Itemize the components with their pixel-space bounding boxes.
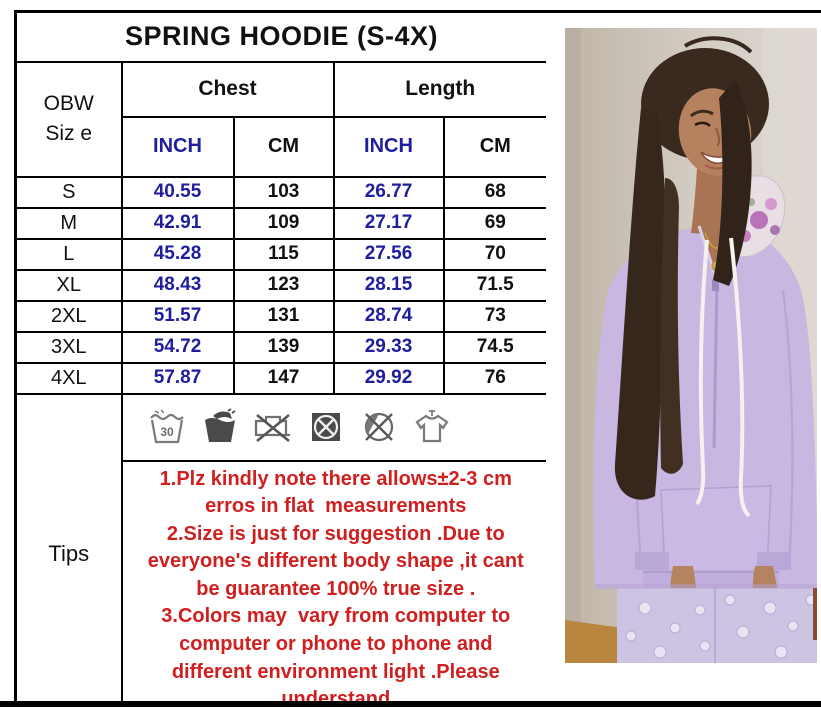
tip-line: be guarantee 100% true size . xyxy=(196,577,476,600)
chest-inch-value: 57.87 xyxy=(120,361,235,395)
drip-dry-icon xyxy=(414,410,449,443)
tips-text-cell: 1.Plz kindly note there allows±2-3 cm er… xyxy=(120,459,547,704)
table-row: L 45.28 115 27.56 70 xyxy=(14,237,546,271)
size-header-line2: Siz e xyxy=(45,122,93,145)
product-photo xyxy=(565,28,817,663)
chest-inch-value: 48.43 xyxy=(120,268,235,302)
chest-cm-value: 109 xyxy=(232,206,335,240)
tips-text: 1.Plz kindly note there allows±2-3 cm er… xyxy=(123,462,547,704)
length-inch-value: 26.77 xyxy=(332,175,445,209)
length-inch-value: 27.56 xyxy=(332,237,445,271)
tip-line: 2.Size is just for suggestion .Due to xyxy=(166,522,505,545)
length-cm-value: 74.5 xyxy=(442,330,546,364)
chest-inch-value: 40.55 xyxy=(120,175,235,209)
unit-header-row: INCH CM INCH CM xyxy=(16,115,546,178)
size-column-header: OBW Siz e xyxy=(14,60,123,178)
tips-text-row: 1.Plz kindly note there allows±2-3 cm er… xyxy=(16,459,547,704)
photo-panel xyxy=(549,13,821,701)
length-cm-value: 71.5 xyxy=(442,268,546,302)
chest-cm-value: 131 xyxy=(232,299,335,333)
tip-line: erros in flat measurements xyxy=(205,495,467,518)
svg-text:30: 30 xyxy=(160,425,174,439)
machine-wash-30-icon: 30 xyxy=(149,409,184,444)
bottom-border-line xyxy=(0,701,821,707)
page-title: SPRING HOODIE (S-4X) xyxy=(14,10,546,63)
chest-inch-value: 45.28 xyxy=(120,237,235,271)
do-not-iron-icon xyxy=(254,413,290,443)
group-header-row: OBW Siz e Chest Length xyxy=(14,60,546,178)
title-row: SPRING HOODIE (S-4X) xyxy=(14,10,546,63)
length-cm-value: 70 xyxy=(442,237,546,271)
length-cm-value: 76 xyxy=(442,361,546,395)
length-cm-value: 68 xyxy=(442,175,546,209)
tips-row-header: Tips xyxy=(14,392,123,703)
length-inch-value: 28.74 xyxy=(332,299,445,333)
table-row: 2XL 51.57 131 28.74 73 xyxy=(14,299,546,333)
size-label: M xyxy=(14,206,123,240)
length-header: Length xyxy=(332,60,546,118)
chest-inch-value: 42.91 xyxy=(120,206,235,240)
chest-inch-value: 51.57 xyxy=(120,299,235,333)
tip-line: computer or phone to phone and xyxy=(179,633,493,656)
size-header-line1: OBW xyxy=(43,91,94,115)
length-inch-value: 29.33 xyxy=(332,330,445,364)
size-label: 2XL xyxy=(14,299,123,333)
size-label: S xyxy=(14,175,123,209)
care-icons-row: Tips 30 xyxy=(14,392,547,703)
table-row: M 42.91 109 27.17 69 xyxy=(14,206,546,240)
length-inch-value: 27.17 xyxy=(332,206,445,240)
length-cm-value: 73 xyxy=(442,299,546,333)
size-table-wrap: SPRING HOODIE (S-4X) OBW Siz e Chest Len… xyxy=(14,10,546,703)
chest-cm-value: 115 xyxy=(232,237,335,271)
tip-line: different environment light .Please xyxy=(171,660,500,683)
do-not-dry-clean-icon xyxy=(364,412,393,442)
chest-inch-header: INCH xyxy=(120,115,235,178)
length-inch-value: 28.15 xyxy=(332,268,445,302)
table-row: 3XL 54.72 139 29.33 74.5 xyxy=(14,330,546,364)
size-label: L xyxy=(14,237,123,271)
size-label: XL xyxy=(14,268,123,302)
care-icons-cell: 30 xyxy=(120,392,547,462)
chest-cm-value: 103 xyxy=(232,175,335,209)
table-row: 4XL 57.87 147 29.92 76 xyxy=(14,361,546,395)
top-border-line xyxy=(546,10,821,13)
chest-cm-value: 123 xyxy=(232,268,335,302)
length-cm-value: 69 xyxy=(442,206,546,240)
model-illustration xyxy=(565,28,817,663)
tip-line: 3.Colors may vary from computer to xyxy=(161,605,511,628)
size-label: 3XL xyxy=(14,330,123,364)
size-label: 4XL xyxy=(14,361,123,395)
size-table: SPRING HOODIE (S-4X) OBW Siz e Chest Len… xyxy=(14,10,546,703)
chest-cm-header: CM xyxy=(232,115,335,178)
length-cm-header: CM xyxy=(442,115,546,178)
length-inch-header: INCH xyxy=(332,115,445,178)
chest-cm-value: 147 xyxy=(232,361,335,395)
tip-line: everyone's different body shape ,it cant xyxy=(147,550,524,573)
tip-line: understand xyxy=(281,688,391,703)
length-inch-value: 29.92 xyxy=(332,361,445,395)
hand-wash-icon xyxy=(204,408,235,442)
do-not-tumble-dry-icon xyxy=(311,413,340,441)
chest-cm-value: 139 xyxy=(232,330,335,364)
chest-header: Chest xyxy=(120,60,335,118)
table-row: S 40.55 103 26.77 68 xyxy=(14,175,546,209)
tip-line: 1.Plz kindly note there allows±2-3 cm xyxy=(159,467,512,490)
table-row: XL 48.43 123 28.15 71.5 xyxy=(14,268,546,302)
chest-inch-value: 54.72 xyxy=(120,330,235,364)
care-icons-group: 30 xyxy=(123,407,547,447)
